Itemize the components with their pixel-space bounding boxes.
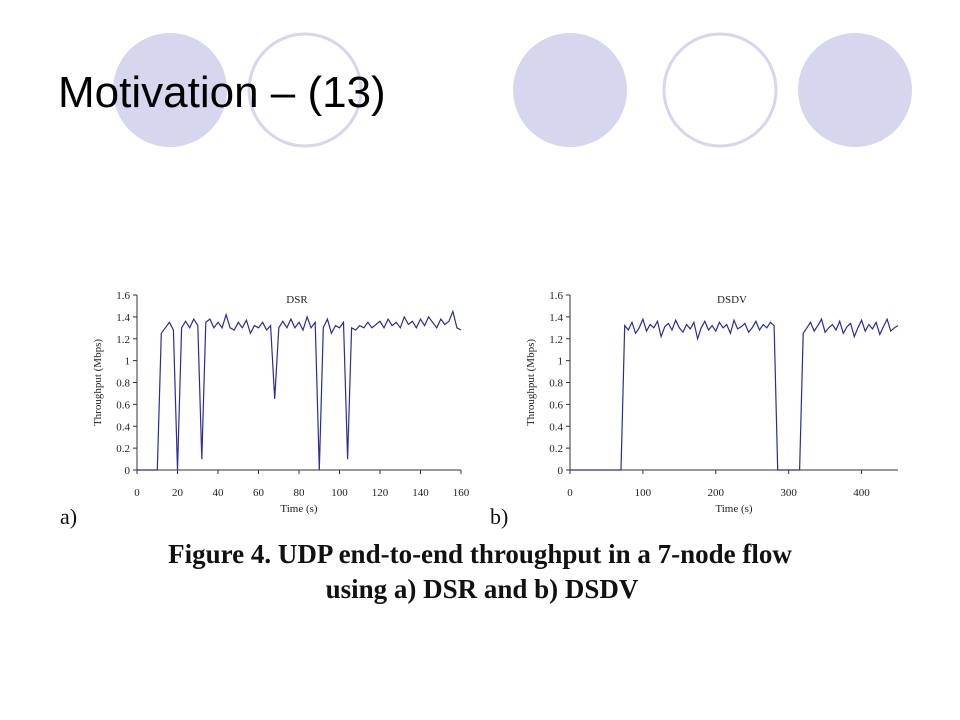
slide-title: Motivation – (13) xyxy=(58,68,386,117)
x-axis-label: Time (s) xyxy=(280,503,318,515)
y-axis-label: Throughput (Mbps) xyxy=(92,339,104,426)
x-tick-label: 0 xyxy=(134,487,140,499)
chart-title: DSDV xyxy=(717,294,747,306)
y-tick-label: 0.8 xyxy=(549,378,563,390)
decor-circle xyxy=(113,33,227,147)
data-line xyxy=(570,317,899,471)
y-tick-label: 0.4 xyxy=(549,421,563,433)
x-tick-label: 0 xyxy=(567,487,573,499)
x-tick-label: 20 xyxy=(172,487,184,499)
y-tick-label: 1.4 xyxy=(116,312,130,324)
x-tick-label: 400 xyxy=(853,487,870,499)
y-tick-label: 1.6 xyxy=(549,290,563,302)
x-tick-label: 100 xyxy=(635,487,652,499)
y-tick-label: 0 xyxy=(558,465,564,477)
chart-title: DSR xyxy=(286,294,308,306)
y-axis-label: Throughput (Mbps) xyxy=(525,339,537,426)
x-tick-label: 80 xyxy=(294,487,306,499)
panel-label: b) xyxy=(490,504,508,529)
x-tick-label: 40 xyxy=(213,487,225,499)
y-tick-label: 1 xyxy=(125,356,131,368)
y-tick-label: 0.4 xyxy=(116,421,130,433)
y-tick-label: 0.8 xyxy=(116,378,130,390)
y-tick-label: 0.2 xyxy=(549,443,563,455)
x-tick-label: 300 xyxy=(780,487,797,499)
decor-circle xyxy=(513,33,627,147)
caption-line: using a) DSR and b) DSDV xyxy=(326,574,639,604)
y-tick-label: 0.6 xyxy=(549,399,563,411)
y-tick-label: 1.6 xyxy=(116,290,130,302)
x-axis-label: Time (s) xyxy=(715,503,753,515)
y-tick-label: 1.2 xyxy=(549,334,563,346)
y-tick-label: 1.4 xyxy=(549,312,563,324)
y-tick-label: 1 xyxy=(558,356,564,368)
x-tick-label: 140 xyxy=(412,487,429,499)
y-tick-label: 0.2 xyxy=(116,443,130,455)
decor-circle xyxy=(247,32,363,148)
decor-circle xyxy=(662,32,778,148)
y-tick-label: 0.6 xyxy=(116,399,130,411)
x-tick-label: 160 xyxy=(453,487,470,499)
panel-label: a) xyxy=(60,504,77,529)
y-tick-label: 0 xyxy=(125,465,131,477)
data-line xyxy=(137,309,462,471)
caption-line: Figure 4. UDP end-to-end throughput in a… xyxy=(168,539,792,569)
y-tick-label: 1.2 xyxy=(116,334,130,346)
x-tick-label: 200 xyxy=(708,487,725,499)
x-tick-label: 60 xyxy=(253,487,265,499)
x-tick-label: 120 xyxy=(372,487,389,499)
decor-circle xyxy=(798,33,912,147)
x-tick-label: 100 xyxy=(331,487,348,499)
